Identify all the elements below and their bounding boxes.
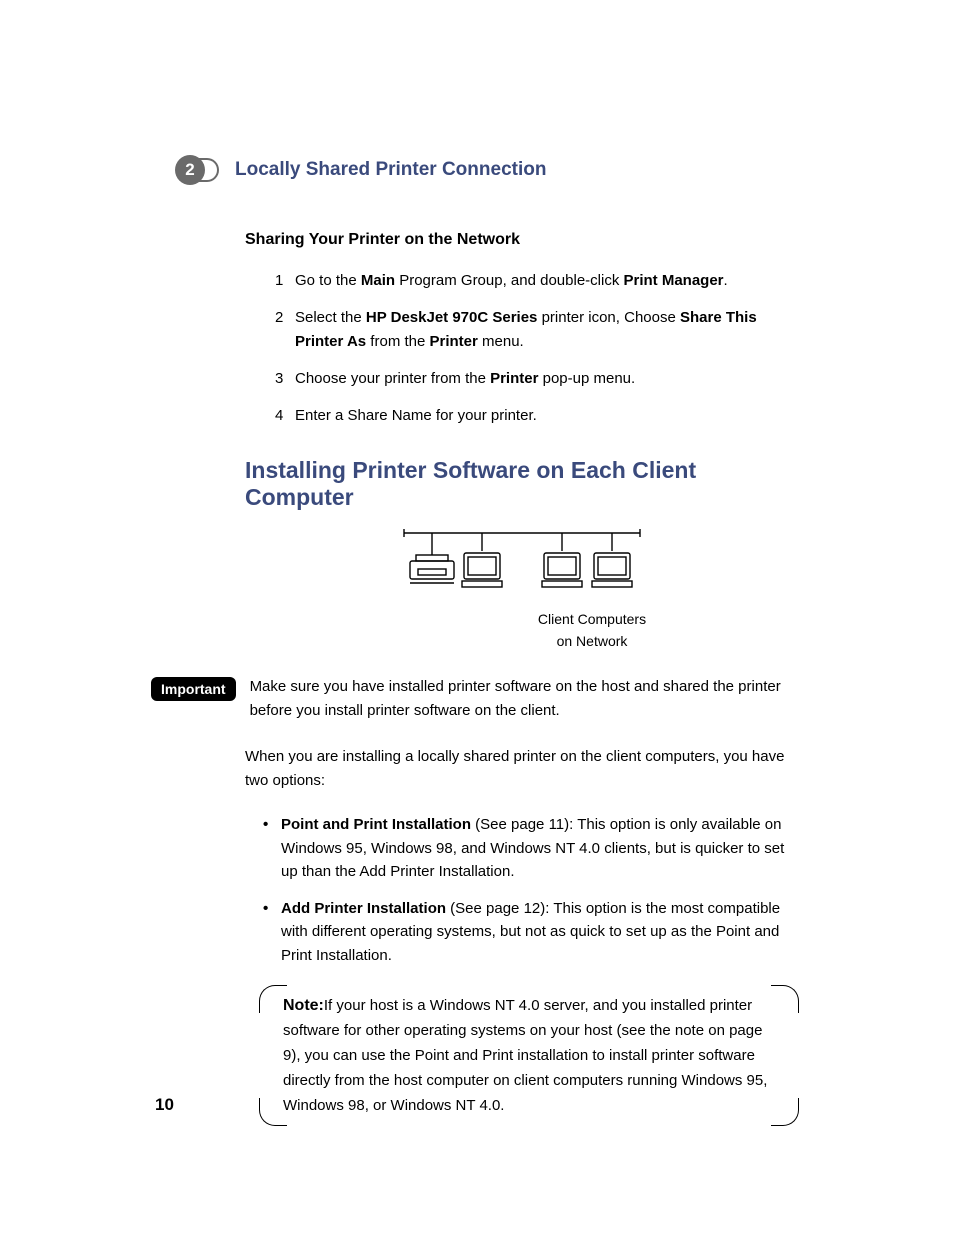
step-4: 4 Enter a Share Name for your printer. bbox=[275, 404, 799, 427]
diagram-caption-line1: Client Computers bbox=[385, 610, 799, 630]
section2-heading: Installing Printer Software on Each Clie… bbox=[245, 457, 799, 511]
note-text: If your host is a Windows NT 4.0 server,… bbox=[283, 997, 767, 1114]
important-text: Make sure you have installed printer sof… bbox=[250, 675, 799, 723]
bullets-list: Point and Print Installation (See page 1… bbox=[263, 813, 799, 967]
chapter-header: 2 Locally Shared Printer Connection bbox=[175, 155, 799, 185]
options-intro: When you are installing a locally shared… bbox=[245, 745, 799, 793]
bullet-1: Point and Print Installation (See page 1… bbox=[263, 813, 799, 883]
chapter-number: 2 bbox=[185, 160, 194, 180]
steps-list: 1 Go to the Main Program Group, and doub… bbox=[275, 269, 799, 427]
chapter-title: Locally Shared Printer Connection bbox=[235, 159, 546, 181]
step-2: 2 Select the HP DeskJet 970C Series prin… bbox=[275, 306, 799, 353]
diagram-caption-line2: on Network bbox=[385, 632, 799, 652]
note-box: Note:If your host is a Windows NT 4.0 se… bbox=[245, 985, 799, 1126]
step-1: 1 Go to the Main Program Group, and doub… bbox=[275, 269, 799, 292]
network-diagram: Client Computers on Network bbox=[245, 523, 799, 651]
page-number: 10 bbox=[155, 1095, 174, 1115]
important-badge: Important bbox=[151, 677, 236, 701]
step-3: 3 Choose your printer from the Printer p… bbox=[275, 367, 799, 390]
section1-heading: Sharing Your Printer on the Network bbox=[245, 231, 799, 249]
chapter-badge: 2 bbox=[175, 155, 219, 185]
bullet-2: Add Printer Installation (See page 12): … bbox=[263, 897, 799, 967]
note-label: Note: bbox=[283, 997, 324, 1014]
